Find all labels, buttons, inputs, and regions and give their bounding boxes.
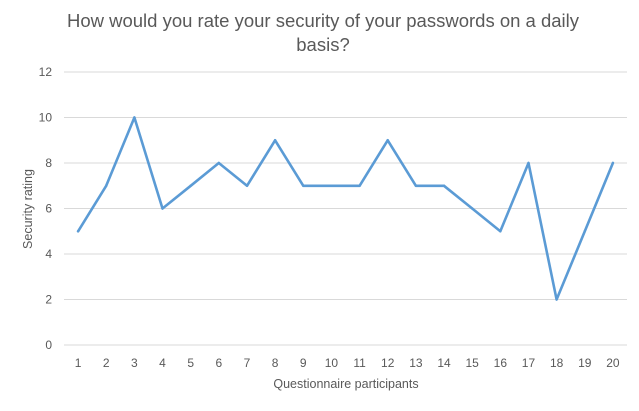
data-point — [302, 184, 305, 187]
data-point — [189, 184, 192, 187]
data-point — [611, 161, 615, 165]
x-tick-label: 18 — [550, 356, 564, 370]
data-point — [555, 298, 558, 301]
y-tick-label: 8 — [45, 156, 52, 170]
data-point — [470, 207, 474, 210]
series-layer — [76, 116, 615, 301]
data-point — [527, 161, 530, 165]
data-point — [442, 184, 446, 187]
x-tick-label: 8 — [272, 356, 279, 370]
x-tick-label: 12 — [381, 356, 395, 370]
data-point — [499, 230, 502, 233]
data-point — [273, 139, 277, 142]
x-tick-label: 2 — [103, 356, 110, 370]
x-tick-label: 15 — [465, 356, 479, 370]
y-tick-label: 12 — [39, 65, 53, 79]
x-tick-label: 14 — [437, 356, 451, 370]
x-tick-label: 13 — [409, 356, 423, 370]
x-tick-label: 10 — [325, 356, 339, 370]
y-tick-label: 4 — [45, 247, 52, 261]
x-axis-label: Questionnaire participants — [273, 377, 418, 391]
x-tick-label: 20 — [606, 356, 620, 370]
y-tick-label: 0 — [45, 338, 52, 352]
y-tick-label: 10 — [39, 111, 53, 125]
data-point — [105, 184, 108, 187]
data-point — [161, 207, 164, 210]
data-point — [76, 230, 80, 233]
data-point — [358, 184, 361, 187]
data-point — [386, 139, 389, 142]
data-point — [330, 184, 333, 187]
x-tick-label: 1 — [75, 356, 82, 370]
x-tick-label: 3 — [131, 356, 138, 370]
chart-title-line-2: basis? — [296, 34, 349, 55]
y-tick-label: 6 — [45, 202, 52, 216]
chart-title-line-1: How would you rate your security of your… — [67, 10, 580, 31]
x-tick-label: 4 — [159, 356, 166, 370]
data-point — [133, 116, 136, 119]
x-axis-ticks: 1 2 3 4 5 6 7 8 9 10 11 12 13 14 15 16 17 18 19 20 — [75, 356, 620, 370]
y-tick-label: 2 — [45, 293, 52, 307]
x-tick-label: 5 — [187, 356, 194, 370]
x-tick-label: 17 — [522, 356, 536, 370]
x-tick-label: 6 — [215, 356, 222, 370]
y-axis-label: Security rating — [21, 169, 35, 249]
data-point — [245, 184, 249, 187]
series-line — [76, 116, 615, 301]
x-tick-label: 16 — [494, 356, 508, 370]
data-point — [583, 230, 586, 233]
gridlines — [64, 71, 627, 346]
data-point — [414, 184, 418, 187]
x-tick-label: 7 — [244, 356, 251, 370]
x-tick-label: 9 — [300, 356, 307, 370]
data-point — [217, 161, 221, 165]
x-tick-label: 19 — [578, 356, 592, 370]
y-axis-ticks: 0 2 4 6 8 10 12 — [39, 65, 53, 352]
x-tick-label: 11 — [353, 356, 366, 370]
